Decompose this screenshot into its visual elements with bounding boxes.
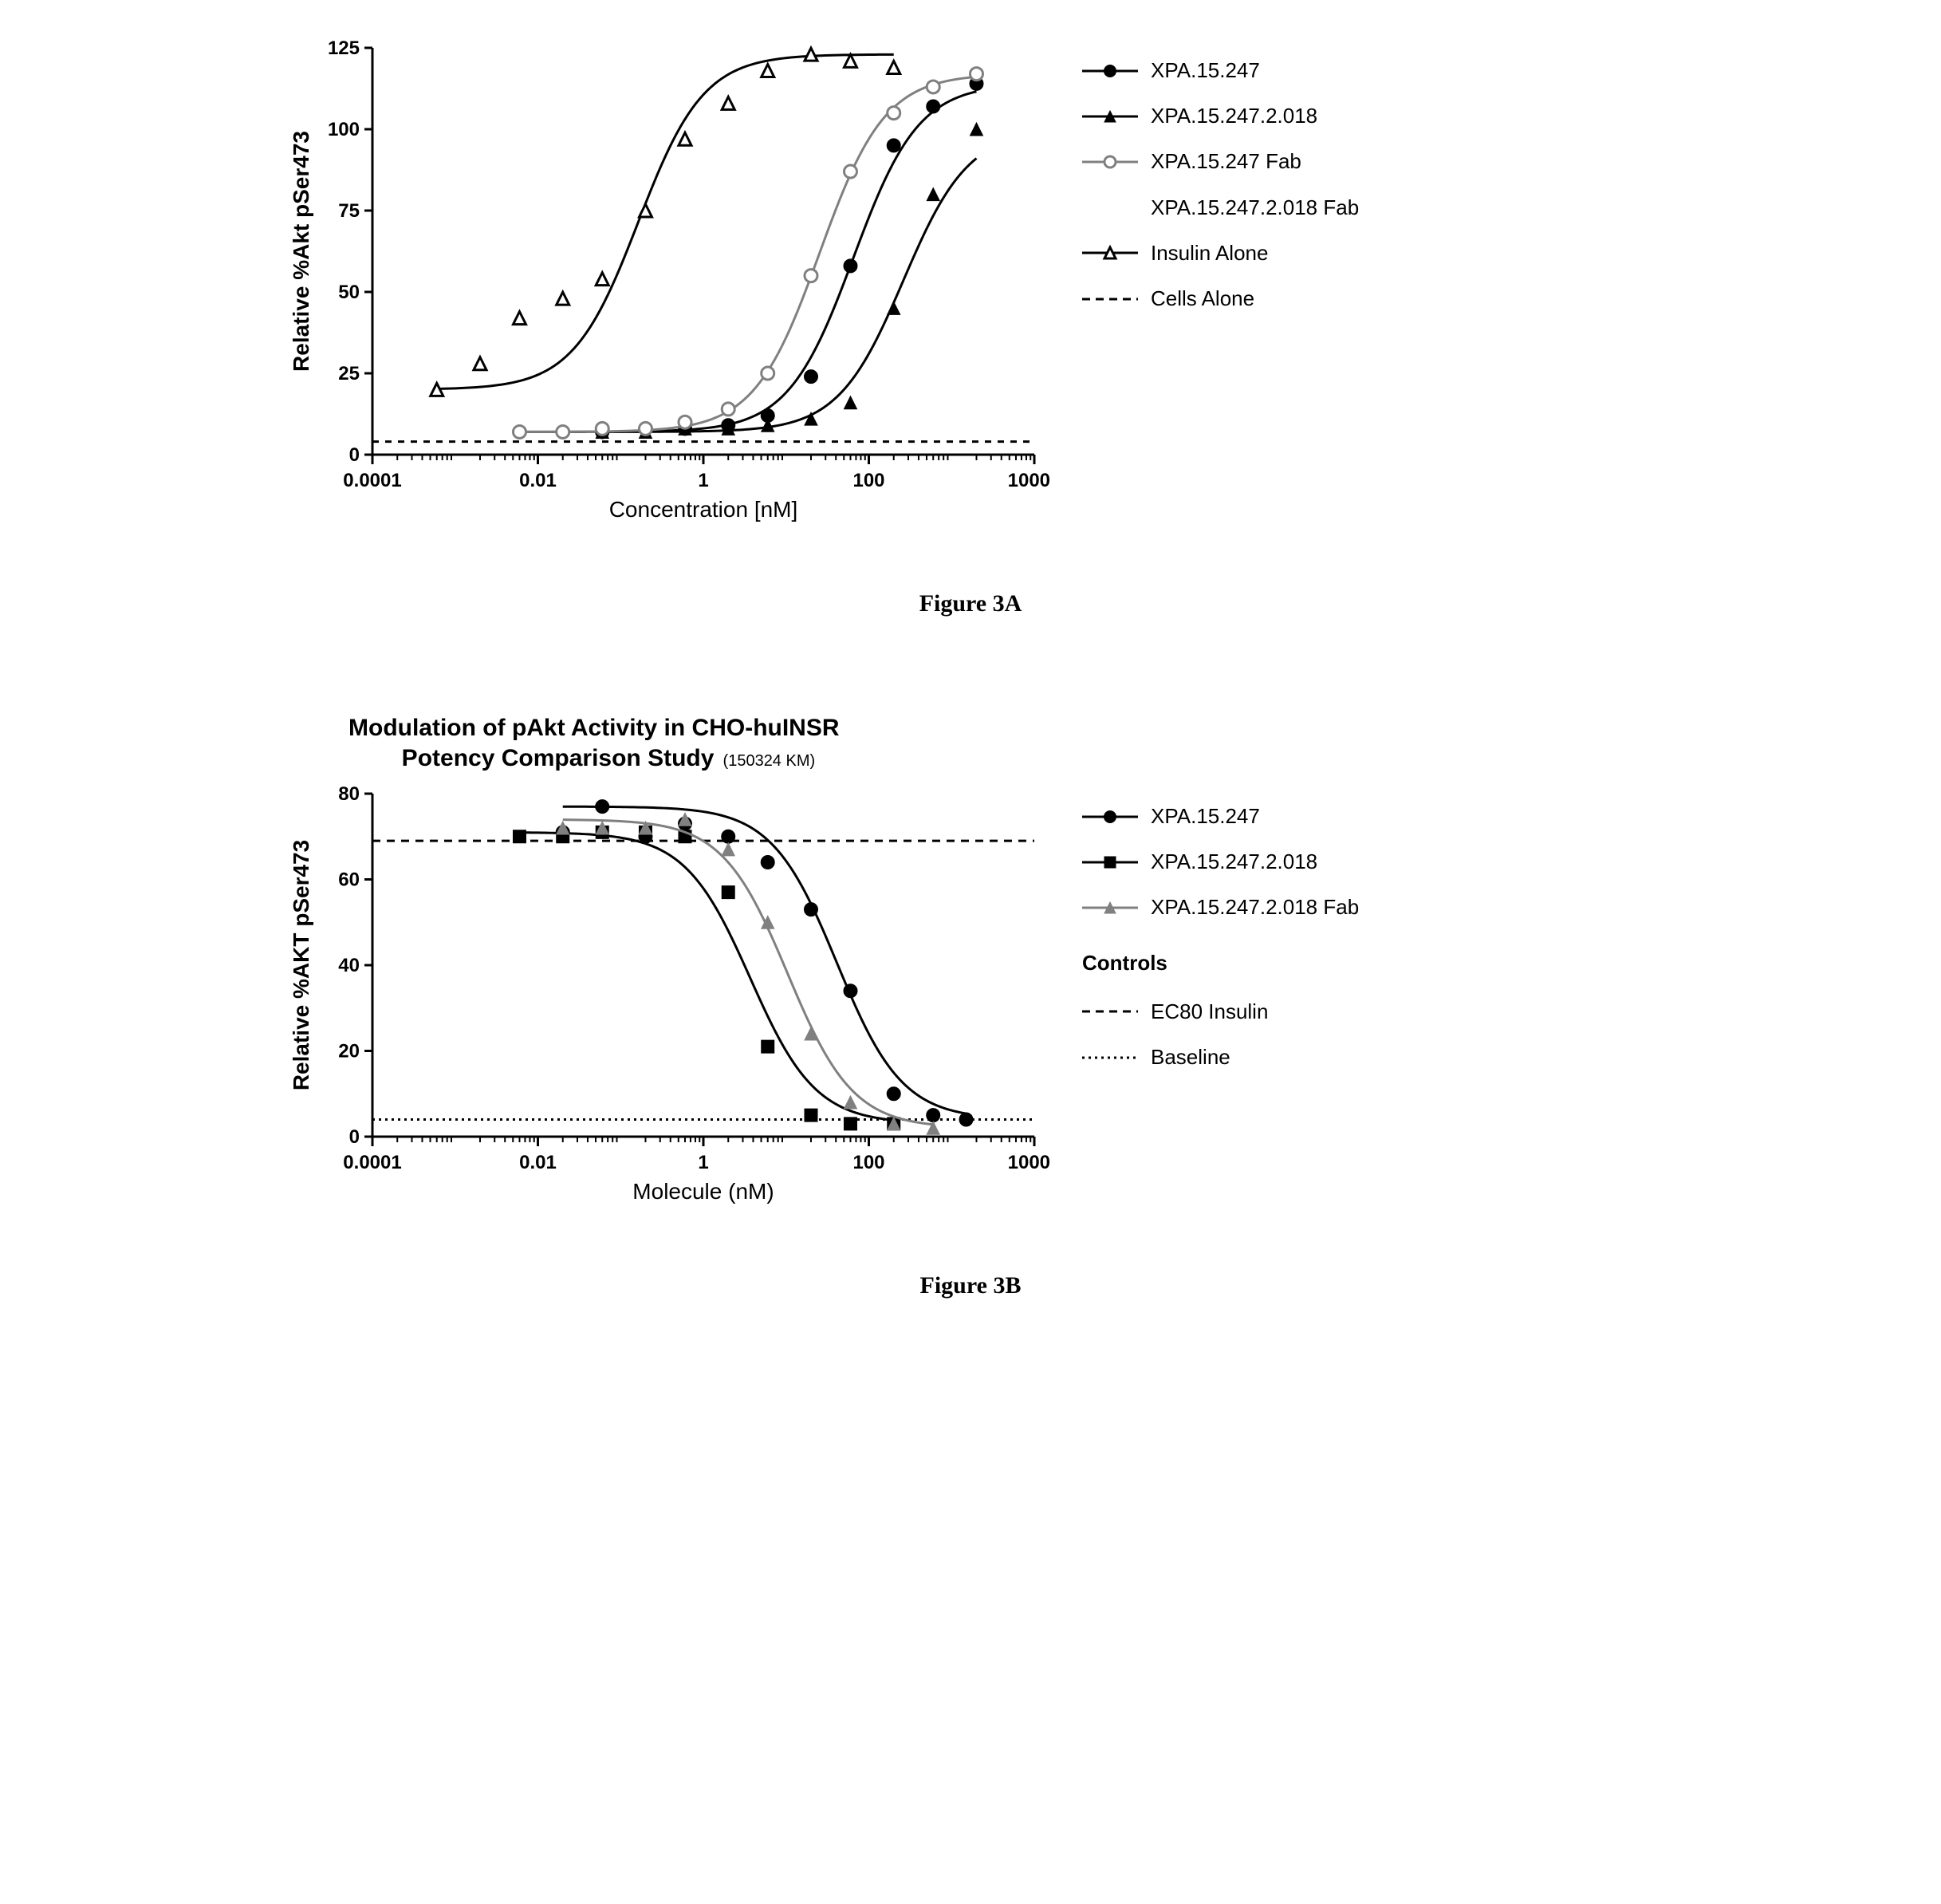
svg-text:0: 0 xyxy=(349,1126,360,1148)
figure-3a: 0 25 50 75 100 125 0.0001 0.01 1 100 10000 Concentr… xyxy=(253,32,1688,617)
chart-3a: 0 25 50 75 100 125 0.0001 0.01 1 100 10000 Concentr… xyxy=(253,32,1050,542)
legend-label: Insulin Alone xyxy=(1151,231,1268,276)
svg-text:50: 50 xyxy=(338,282,360,303)
figure-3b-title: Modulation of pAkt Activity in CHO-huINS… xyxy=(348,713,1688,773)
svg-text:100: 100 xyxy=(852,1152,884,1173)
legend-3a: XPA.15.247XPA.15.247.2.018XPA.15.247 Fab… xyxy=(1082,32,1359,321)
legend-label: XPA.15.247.2.018 xyxy=(1151,839,1317,885)
svg-text:40: 40 xyxy=(338,955,360,976)
svg-text:1: 1 xyxy=(698,1152,708,1173)
legend-item: XPA.15.247.2.018 xyxy=(1082,93,1359,139)
legend-item: XPA.15.247 Fab xyxy=(1082,139,1359,184)
figure-3b: Modulation of pAkt Activity in CHO-huINS… xyxy=(253,713,1688,1299)
figure-3a-caption: Figure 3A xyxy=(253,590,1688,617)
legend-item: Baseline xyxy=(1082,1035,1359,1080)
legend-label: XPA.15.247.2.018 Fab xyxy=(1151,185,1359,231)
legend-item: XPA.15.247 xyxy=(1082,794,1359,839)
svg-text:75: 75 xyxy=(338,200,360,222)
svg-text:125: 125 xyxy=(328,37,360,59)
legend-label: XPA.15.247 xyxy=(1151,794,1260,839)
svg-text:100: 100 xyxy=(328,119,360,140)
svg-text:10000: 10000 xyxy=(1008,470,1050,491)
legend-label: Baseline xyxy=(1151,1035,1230,1080)
svg-text:0.01: 0.01 xyxy=(519,1152,557,1173)
svg-text:0.01: 0.01 xyxy=(519,470,557,491)
legend-item: XPA.15.247.2.018 xyxy=(1082,839,1359,885)
legend-label: XPA.15.247 Fab xyxy=(1151,139,1301,184)
legend-item: XPA.15.247.2.018 Fab xyxy=(1082,885,1359,930)
legend-item: XPA.15.247 xyxy=(1082,48,1359,93)
chart-3b: 0 20 40 60 80 0.0001 0.01 1 100 10000 Molecule (nM… xyxy=(253,778,1050,1224)
svg-text:Molecule (nM): Molecule (nM) xyxy=(632,1179,774,1204)
legend-label: XPA.15.247.2.018 xyxy=(1151,93,1317,139)
svg-text:1: 1 xyxy=(698,470,708,491)
legend-item: Insulin Alone xyxy=(1082,231,1359,276)
legend-label: XPA.15.247 xyxy=(1151,48,1260,93)
legend-label: EC80 Insulin xyxy=(1151,989,1268,1035)
figure-3b-caption: Figure 3B xyxy=(253,1272,1688,1299)
svg-text:Relative %Akt pSer473: Relative %Akt pSer473 xyxy=(289,131,313,372)
legend-label: XPA.15.247.2.018 Fab xyxy=(1151,885,1359,930)
legend-item: XPA.15.247.2.018 Fab xyxy=(1082,185,1359,231)
legend-label: Cells Alone xyxy=(1151,276,1254,321)
svg-text:80: 80 xyxy=(338,783,360,805)
svg-text:0.0001: 0.0001 xyxy=(343,1152,401,1173)
svg-text:10000: 10000 xyxy=(1008,1152,1050,1173)
controls-heading: Controls xyxy=(1082,940,1359,986)
svg-text:0: 0 xyxy=(349,444,360,466)
svg-text:100: 100 xyxy=(852,470,884,491)
legend-item: Cells Alone xyxy=(1082,276,1359,321)
legend-item: EC80 Insulin xyxy=(1082,989,1359,1035)
legend-3b: XPA.15.247XPA.15.247.2.018XPA.15.247.2.0… xyxy=(1082,778,1359,1080)
svg-text:0.0001: 0.0001 xyxy=(343,470,401,491)
svg-text:Concentration [nM]: Concentration [nM] xyxy=(609,497,798,522)
svg-text:Relative %AKT pSer473: Relative %AKT pSer473 xyxy=(289,840,313,1090)
svg-text:25: 25 xyxy=(338,363,360,384)
svg-text:60: 60 xyxy=(338,869,360,891)
svg-text:20: 20 xyxy=(338,1041,360,1062)
